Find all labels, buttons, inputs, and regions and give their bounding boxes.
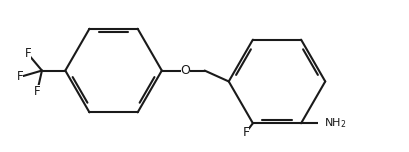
Text: F: F	[34, 85, 40, 98]
Text: O: O	[180, 64, 190, 77]
Text: NH$_2$: NH$_2$	[323, 116, 346, 130]
Text: F: F	[25, 47, 31, 60]
Text: F: F	[17, 70, 23, 83]
Text: F: F	[242, 126, 249, 139]
